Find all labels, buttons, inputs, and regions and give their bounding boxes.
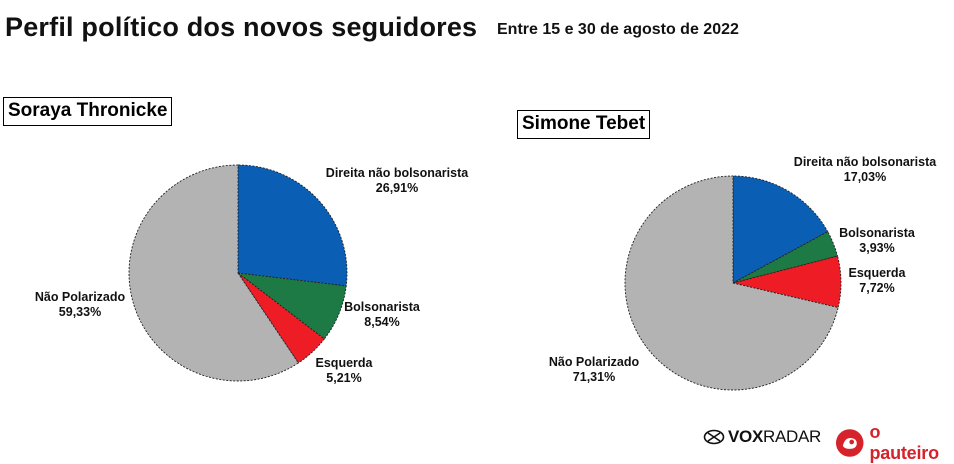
pauteiro-icon [835,429,864,457]
pie-title-soraya: Soraya Thronicke [3,97,173,126]
pauteiro-logo: o pauteiro [835,422,953,464]
voxradar-logo: VOXRADAR [703,427,821,447]
slice-value-nao-polarizado: 71,31% [573,370,615,384]
slice-value-nao-polarizado: 59,33% [59,305,101,319]
pie-slice-nao-polarizado [128,164,299,382]
slice-label-esquerda: Esquerda [316,356,374,370]
pauteiro-text: o pauteiro [869,422,939,463]
slice-label-nao-polarizado: Não Polarizado [35,290,126,304]
chart-subtitle: Entre 15 e 30 de agosto de 2022 [497,21,739,38]
pie-charts: Direita não bolsonarista26,91%Bolsonaris… [35,155,937,391]
pie-slice-bolsonarista [236,272,347,340]
slice-value-bolsonarista: 8,54% [364,315,399,329]
slice-label-esquerda: Esquerda [849,266,907,280]
slice-value-direita-nao-bolsonarista: 17,03% [844,170,886,184]
slice-value-esquerda: 5,21% [326,371,361,385]
footer-logos: VOXRADAR o pauteiro [703,420,953,463]
pie-slice-esquerda [732,255,842,309]
slice-value-esquerda: 7,72% [859,281,894,295]
slice-label-direita-nao-bolsonarista: Direita não bolsonarista [326,166,469,180]
slice-label-bolsonarista: Bolsonarista [344,300,421,314]
slice-label-nao-polarizado: Não Polarizado [549,355,640,369]
slice-label-direita-nao-bolsonarista: Direita não bolsonarista [794,155,937,169]
slice-value-direita-nao-bolsonarista: 26,91% [376,181,418,195]
pie-slice-direita-nao-bolsonarista [732,175,829,284]
slice-value-bolsonarista: 3,93% [859,241,894,255]
voxradar-icon [703,429,725,445]
pie-title-simone: Simone Tebet [517,110,651,139]
pie-slice-bolsonarista [732,231,839,284]
pie-slice-nao-polarizado [624,175,839,391]
pie-slice-direita-nao-bolsonarista [237,164,348,287]
voxradar-text: VOXRADAR [728,427,822,446]
pie-slice-esquerda [237,272,325,364]
slice-label-bolsonarista: Bolsonarista [839,226,916,240]
chart-title: Perfil político dos novos seguidores [5,12,478,42]
